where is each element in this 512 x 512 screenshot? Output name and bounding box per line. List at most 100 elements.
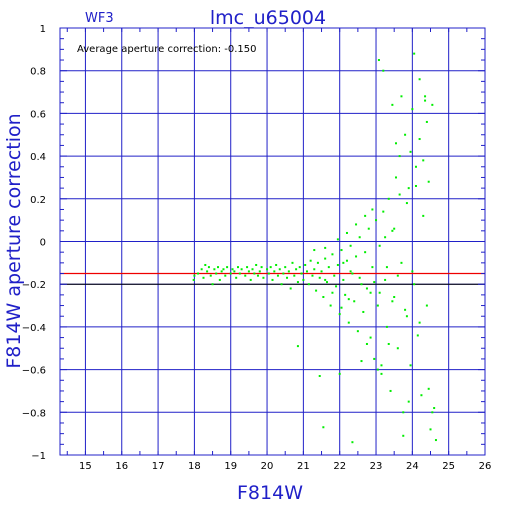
- data-point: [278, 268, 281, 271]
- data-point: [282, 272, 285, 275]
- data-point: [364, 251, 367, 254]
- data-point: [427, 180, 430, 183]
- data-point: [217, 266, 220, 269]
- average-correction-annotation: Average aperture correction: -0.150: [77, 44, 257, 55]
- data-point: [391, 300, 394, 303]
- data-point: [327, 266, 330, 269]
- data-point: [373, 281, 376, 284]
- data-point: [387, 197, 390, 200]
- data-point: [398, 193, 401, 196]
- data-point: [197, 272, 200, 275]
- data-point: [345, 259, 348, 262]
- x-tick-label: 15: [79, 461, 92, 472]
- y-tick-label: 1: [40, 24, 46, 35]
- data-point: [322, 296, 325, 299]
- x-tick-label: 22: [333, 461, 346, 472]
- data-point: [351, 441, 354, 444]
- data-point: [413, 52, 416, 55]
- data-point: [295, 268, 298, 271]
- data-point: [293, 274, 296, 277]
- data-point: [340, 306, 343, 309]
- data-point: [414, 165, 417, 168]
- data-point: [389, 389, 392, 392]
- data-point: [371, 208, 374, 211]
- data-point: [425, 120, 428, 123]
- data-point: [384, 278, 387, 281]
- data-point: [404, 133, 407, 136]
- data-point: [422, 214, 425, 217]
- data-point: [378, 244, 381, 247]
- data-point: [275, 263, 278, 266]
- data-point: [380, 364, 383, 367]
- data-point: [333, 274, 336, 277]
- data-point: [384, 236, 387, 239]
- data-point: [405, 202, 408, 205]
- chart-title: lmc_u65004: [210, 7, 326, 29]
- x-tick-label: 20: [261, 461, 274, 472]
- data-point: [224, 274, 227, 277]
- data-point: [220, 270, 223, 273]
- data-point: [244, 274, 247, 277]
- y-tick-label: −0.6: [22, 366, 46, 377]
- data-point: [255, 263, 258, 266]
- data-point: [407, 187, 410, 190]
- data-point: [273, 270, 276, 273]
- data-point: [309, 259, 312, 262]
- data-point: [358, 276, 361, 279]
- data-point: [209, 274, 212, 277]
- y-tick-label: 0.4: [30, 152, 46, 163]
- data-point: [382, 210, 385, 213]
- data-point: [396, 347, 399, 350]
- data-point: [315, 289, 318, 292]
- data-point: [206, 270, 209, 273]
- data-point: [253, 272, 256, 275]
- data-point: [236, 266, 239, 269]
- data-point: [378, 291, 381, 294]
- data-point: [369, 291, 372, 294]
- data-point: [276, 274, 279, 277]
- data-point: [342, 278, 345, 281]
- data-point: [318, 276, 321, 279]
- x-tick-label: 23: [370, 461, 383, 472]
- data-point: [324, 278, 327, 281]
- data-point: [325, 281, 328, 284]
- data-point: [233, 270, 236, 273]
- data-point: [240, 268, 243, 271]
- data-point: [391, 103, 394, 106]
- data-point: [409, 364, 412, 367]
- data-point: [385, 266, 388, 269]
- y-tick-label: 0: [40, 238, 46, 249]
- data-point: [373, 357, 376, 360]
- data-point: [413, 283, 416, 286]
- data-point: [424, 95, 427, 98]
- data-point: [320, 270, 323, 273]
- data-point: [431, 411, 434, 414]
- data-point: [307, 283, 310, 286]
- data-point: [376, 368, 379, 371]
- y-tick-label: 0.8: [30, 67, 46, 78]
- data-point: [284, 266, 287, 269]
- data-point: [229, 272, 232, 275]
- data-point: [355, 223, 358, 226]
- data-point: [300, 272, 303, 275]
- data-point: [355, 255, 358, 258]
- data-point: [226, 266, 229, 269]
- data-point: [395, 176, 398, 179]
- data-point: [207, 266, 210, 269]
- data-point: [347, 321, 350, 324]
- data-point: [302, 278, 305, 281]
- data-point: [416, 334, 419, 337]
- data-point: [311, 274, 314, 277]
- data-point: [202, 276, 205, 279]
- data-point: [313, 249, 316, 252]
- data-point: [380, 372, 383, 375]
- data-point: [222, 268, 225, 271]
- data-point: [344, 293, 347, 296]
- data-point: [418, 78, 421, 81]
- data-point: [353, 300, 356, 303]
- data-point: [324, 257, 327, 260]
- data-point: [418, 138, 421, 141]
- data-point: [365, 342, 368, 345]
- data-point: [404, 308, 407, 311]
- data-point: [411, 108, 414, 111]
